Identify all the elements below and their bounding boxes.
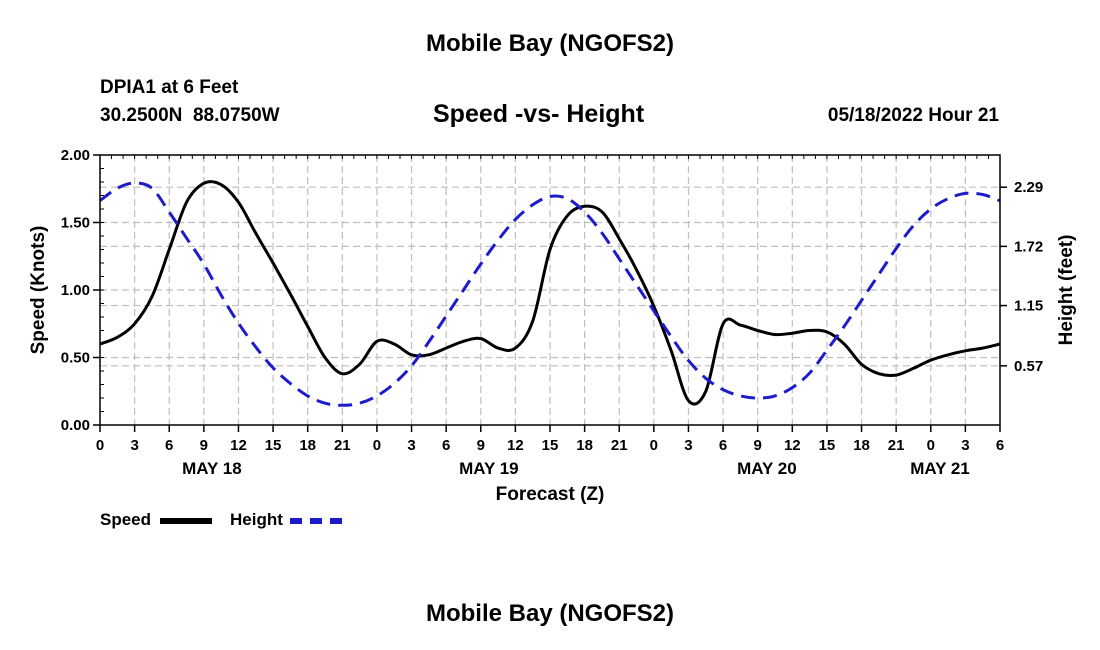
legend-speed-label: Speed: [100, 510, 152, 529]
x-tick-label: 9: [200, 437, 208, 454]
bottom-title: Mobile Bay (NGOFS2): [425, 600, 675, 627]
legend-speed-swatch: [160, 518, 212, 524]
x-tick-label: 9: [754, 437, 762, 454]
x-tick-label: 9: [477, 437, 485, 454]
y-tick-label: 0.00: [61, 417, 90, 434]
run-time: 05/18/2022 Hour 21: [827, 105, 999, 126]
station-label: DPIA1 at 6 Feet: [100, 77, 239, 98]
top-title: Mobile Bay (NGOFS2): [425, 30, 675, 57]
x-day-label: MAY 20: [737, 459, 797, 478]
legend-height-swatch: [290, 518, 342, 524]
y-axis-label: Speed (Knots): [28, 226, 49, 355]
x-tick-label: 3: [407, 437, 415, 454]
grid: [100, 155, 1000, 425]
x-axis-label: Forecast (Z): [496, 484, 605, 505]
x-tick-label: 15: [542, 437, 559, 454]
x-tick-label: 0: [96, 437, 104, 454]
y2-tick-label: 0.57: [1014, 358, 1043, 375]
y2-tick-label: 1.15: [1014, 298, 1043, 315]
x-tick-label: 12: [230, 437, 247, 454]
y-tick-label: 2.00: [61, 147, 90, 164]
x-tick-label: 18: [299, 437, 316, 454]
x-tick-label: 21: [334, 437, 351, 454]
x-tick-label: 3: [961, 437, 969, 454]
series: [99, 180, 1001, 407]
height-series-line: [99, 181, 1001, 407]
x-tick-label: 0: [650, 437, 658, 454]
plot-title: Speed -vs- Height: [433, 100, 645, 128]
y-tick-label: 1.50: [61, 215, 90, 232]
x-tick-label: 18: [853, 437, 870, 454]
x-tick-label: 6: [996, 437, 1004, 454]
station-coordinates: 30.2500N 88.0750W: [100, 105, 280, 126]
x-day-label: MAY 19: [459, 459, 519, 478]
x-tick-label: 15: [819, 437, 836, 454]
x-tick-label: 18: [576, 437, 593, 454]
y-tick-label: 0.50: [61, 350, 90, 367]
x-tick-label: 0: [373, 437, 381, 454]
x-tick-label: 6: [165, 437, 173, 454]
x-tick-label: 3: [130, 437, 138, 454]
y-tick-label: 1.00: [61, 282, 90, 299]
axes: 0 3 6 9 12 15 18 21 0 3 6 9 12 15 18 21 0 3 6 9 12 15 18 21 0 3 6M…: [61, 147, 1043, 478]
x-tick-label: 12: [784, 437, 801, 454]
y2-tick-label: 2.29: [1014, 179, 1043, 196]
legend-height-label: Height: [230, 510, 283, 529]
y2-tick-label: 1.72: [1014, 238, 1043, 255]
x-day-label: MAY 18: [182, 459, 242, 478]
x-tick-label: 21: [611, 437, 628, 454]
x-tick-label: 21: [888, 437, 905, 454]
x-tick-label: 0: [927, 437, 935, 454]
x-day-label: MAY 21: [910, 459, 970, 478]
y2-axis-label: Height (feet): [1056, 235, 1077, 346]
x-tick-label: 3: [684, 437, 692, 454]
x-tick-label: 6: [442, 437, 450, 454]
x-tick-label: 6: [719, 437, 727, 454]
x-tick-label: 15: [265, 437, 282, 454]
speed-series-line: [99, 180, 1001, 406]
x-tick-label: 12: [507, 437, 524, 454]
